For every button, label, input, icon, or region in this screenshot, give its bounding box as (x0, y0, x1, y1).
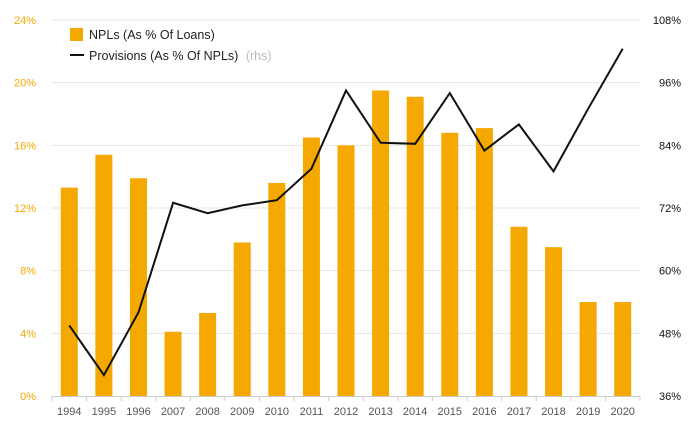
y-right-tick-label: 48% (659, 328, 681, 340)
legend-swatch-npls (70, 28, 83, 41)
legend-label-provisions-text: Provisions (As % Of NPLs) (89, 49, 238, 63)
legend-note-rhs: (rhs) (246, 49, 272, 63)
bar (60, 187, 78, 396)
bar (233, 242, 251, 396)
y-right-tick-label: 36% (659, 391, 681, 403)
bar (199, 312, 217, 396)
y-left-tick-label: 24% (14, 15, 36, 27)
x-tick-label: 2008 (195, 406, 219, 418)
x-tick-label: 2013 (368, 406, 392, 418)
bar (441, 132, 459, 397)
provisions-line (68, 48, 624, 377)
bar (129, 178, 147, 396)
y-left-tick-label: 16% (14, 140, 36, 152)
line-series (68, 48, 624, 377)
y-axis-right: 36% 48% 60% 72% 84% 96% 108% (653, 15, 681, 403)
x-tick-label: 2015 (438, 406, 462, 418)
y-right-tick-label: 60% (659, 266, 681, 278)
x-tick-label: 2012 (334, 406, 358, 418)
x-tick-label: 2020 (610, 406, 634, 418)
bar (475, 128, 493, 396)
y-right-tick-label: 84% (659, 140, 681, 152)
legend-label-npls: NPLs (As % Of Loans) (89, 28, 215, 42)
bar (614, 302, 632, 396)
x-tick-label: 2017 (507, 406, 531, 418)
bar (579, 302, 597, 396)
y-left-tick-label: 0% (20, 391, 36, 403)
x-tick-label: 2018 (541, 406, 565, 418)
legend-label-provisions: Provisions (As % Of NPLs) (rhs) (89, 49, 272, 63)
bar (545, 247, 563, 396)
x-tick-label: 2009 (230, 406, 254, 418)
y-axis-left: 0% 4% 8% 12% 16% 20% 24% (14, 15, 36, 403)
y-right-tick-label: 108% (653, 15, 681, 27)
y-left-tick-label: 12% (14, 203, 36, 215)
y-left-tick-label: 4% (20, 328, 36, 340)
x-tick-label: 2014 (403, 406, 427, 418)
x-tick-label: 2016 (472, 406, 496, 418)
x-tick-label: 1996 (126, 406, 150, 418)
x-axis: 1994 1995 1996 2007 2008 2009 2010 2011 2012 2013… (51, 396, 641, 418)
y-left-tick-label: 8% (20, 266, 36, 278)
x-tick-label: 2010 (265, 406, 289, 418)
x-tick-label: 2019 (576, 406, 600, 418)
y-right-tick-label: 96% (659, 78, 681, 90)
bar (164, 331, 182, 396)
y-right-tick-label: 72% (659, 203, 681, 215)
bar-series (60, 90, 632, 397)
x-tick-label: 2011 (300, 406, 324, 418)
bar (372, 90, 390, 396)
bar (337, 145, 355, 396)
y-left-tick-label: 20% (14, 78, 36, 90)
bar (268, 182, 286, 396)
bar (406, 96, 424, 397)
bar (95, 154, 113, 396)
bar (302, 137, 320, 396)
bar (510, 226, 528, 396)
x-tick-label: 1994 (57, 406, 81, 418)
legend: NPLs (As % Of Loans) Provisions (As % Of… (70, 28, 272, 63)
x-tick-label: 2007 (161, 406, 185, 418)
x-tick-label: 1995 (92, 406, 116, 418)
